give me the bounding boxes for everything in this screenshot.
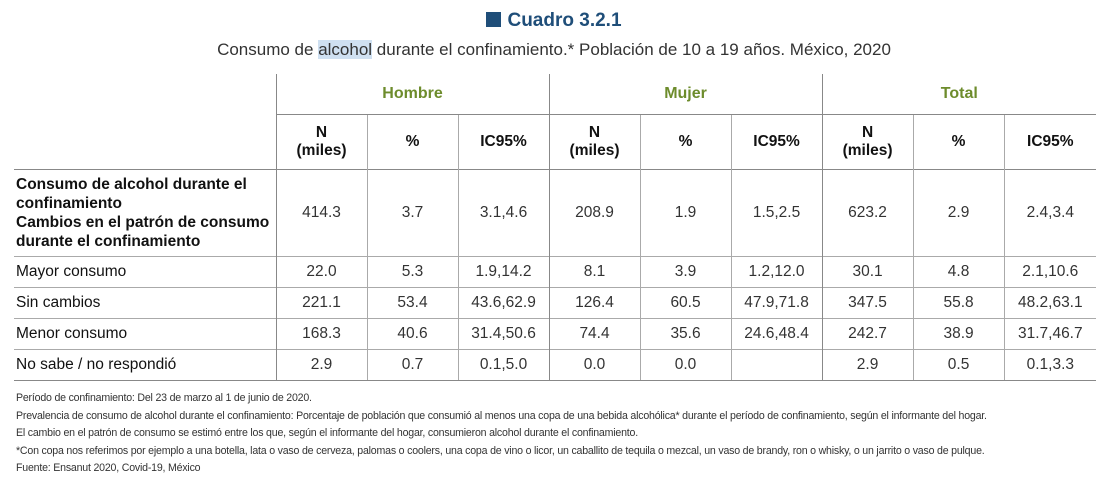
footnote: Prevalencia de consumo de alcohol durant… xyxy=(16,409,987,422)
cell-value: 2.4,3.4 xyxy=(1003,169,1097,257)
row-label: No sabe / no respondió xyxy=(14,349,276,381)
cell-value: 35.6 xyxy=(639,318,732,350)
cell-value: 242.7 xyxy=(821,318,914,350)
cell-value: 0.7 xyxy=(366,349,458,381)
cell-value: 1.9,14.2 xyxy=(457,256,550,288)
cell-value: 30.1 xyxy=(821,256,914,288)
col-header-n-line2: (miles) xyxy=(842,142,893,159)
group-header-hombre: Hombre xyxy=(275,74,550,115)
row-label-line: Consumo de alcohol durante el xyxy=(16,176,247,193)
col-header-n-line1: N xyxy=(588,124,601,141)
col-header-n: N (miles) xyxy=(821,114,914,170)
col-header-ic: IC95% xyxy=(730,114,823,170)
cell-value: 60.5 xyxy=(639,287,732,319)
cell-value: 3.1,4.6 xyxy=(457,169,550,257)
corner-cell-2 xyxy=(14,115,276,170)
cell-value: 2.9 xyxy=(912,169,1005,257)
row-label-line: Cambios en el patrón de consumo xyxy=(16,214,270,231)
col-header-n-line2: (miles) xyxy=(296,142,347,159)
cell-value: 74.4 xyxy=(548,318,641,350)
col-header-pct: % xyxy=(366,114,458,170)
col-header-pct: % xyxy=(639,114,732,170)
subtitle-start: Consumo de xyxy=(217,40,319,59)
col-header-pct: % xyxy=(912,114,1005,170)
cell-value: 4.8 xyxy=(912,256,1005,288)
row-label: Menor consumo xyxy=(14,318,276,350)
footnotes: Período de confinamiento: Del 23 de marz… xyxy=(16,390,1101,478)
table-subtitle: Consumo de alcohol durante el confinamie… xyxy=(0,40,1108,60)
table-row: Mayor consumo 22.0 5.3 1.9,14.2 8.1 3.9 … xyxy=(14,256,1097,288)
cell-value: 48.2,63.1 xyxy=(1003,287,1097,319)
cell-value: 0.0 xyxy=(548,349,641,381)
table-row: Consumo de alcohol durante el confinamie… xyxy=(14,169,1097,257)
col-header-n-line1: N xyxy=(315,124,328,141)
source-note: Fuente: Ensanut 2020, Covid-19, México xyxy=(16,462,201,474)
col-header-n: N (miles) xyxy=(275,114,367,170)
cell-value: 43.6,62.9 xyxy=(457,287,550,319)
cell-value: 38.9 xyxy=(912,318,1005,350)
cell-value: 22.0 xyxy=(275,256,367,288)
cell-value: 0.0 xyxy=(639,349,732,381)
cell-value: 1.9 xyxy=(639,169,732,257)
table-row: No sabe / no respondió 2.9 0.7 0.1,5.0 0… xyxy=(14,349,1097,381)
cell-value: 0.1,3.3 xyxy=(1003,349,1097,381)
footnote: El cambio en el patrón de consumo se est… xyxy=(16,427,638,439)
cell-value: 347.5 xyxy=(821,287,914,319)
row-label: Consumo de alcohol durante el confinamie… xyxy=(14,169,276,257)
table-title-text: Cuadro 3.2.1 xyxy=(507,10,622,31)
table-row: Menor consumo 168.3 40.6 31.4,50.6 74.4 … xyxy=(14,318,1097,350)
cell-value: 414.3 xyxy=(275,169,367,257)
column-header-row: N (miles) % IC95% N (miles) % IC95% N (mile… xyxy=(14,114,1097,170)
cell-value: 2.9 xyxy=(821,349,914,381)
cell-value: 1.2,12.0 xyxy=(730,256,823,288)
col-header-ic: IC95% xyxy=(457,114,550,170)
cell-value: 40.6 xyxy=(366,318,458,350)
cell-value: 2.1,10.6 xyxy=(1003,256,1097,288)
cell-value: 0.5 xyxy=(912,349,1005,381)
subtitle-highlight: alcohol xyxy=(318,40,373,59)
group-header-mujer: Mujer xyxy=(548,74,823,115)
cell-value: 3.7 xyxy=(366,169,458,257)
row-label-line: durante el confinamiento xyxy=(16,233,201,250)
cell-value: 208.9 xyxy=(548,169,641,257)
cell-value: 53.4 xyxy=(366,287,458,319)
col-header-n-line1: N xyxy=(861,124,874,141)
footnote: *Con copa nos referimos por ejemplo a un… xyxy=(16,444,985,457)
col-header-ic: IC95% xyxy=(1003,114,1097,170)
cell-value: 0.1,5.0 xyxy=(457,349,550,381)
cell-value: 1.5,2.5 xyxy=(730,169,823,257)
cell-value: 31.7,46.7 xyxy=(1003,318,1097,350)
row-label: Mayor consumo xyxy=(14,256,276,288)
cell-value: 31.4,50.6 xyxy=(457,318,550,350)
cell-value: 221.1 xyxy=(275,287,367,319)
cell-value: 168.3 xyxy=(275,318,367,350)
col-header-n-line2: (miles) xyxy=(569,142,620,159)
row-label: Sin cambios xyxy=(14,287,276,319)
square-bullet-icon xyxy=(486,12,502,27)
data-table: Hombre Mujer Total N (miles) % IC95% N (mi… xyxy=(14,74,1097,381)
footnote: Período de confinamiento: Del 23 de marz… xyxy=(16,392,312,404)
subtitle-end: durante el confinamiento.* Población de … xyxy=(372,40,891,59)
cell-value: 2.9 xyxy=(275,349,367,381)
cell-value xyxy=(730,349,823,381)
table-row: Sin cambios 221.1 53.4 43.6,62.9 126.4 6… xyxy=(14,287,1097,319)
group-header-total: Total xyxy=(821,74,1097,115)
cell-value: 126.4 xyxy=(548,287,641,319)
group-header-row: Hombre Mujer Total xyxy=(14,74,1097,115)
corner-cell xyxy=(14,74,276,115)
cell-value: 24.6,48.4 xyxy=(730,318,823,350)
col-header-n: N (miles) xyxy=(548,114,641,170)
cell-value: 47.9,71.8 xyxy=(730,287,823,319)
row-label-line: confinamiento xyxy=(16,195,122,212)
table-title: Cuadro 3.2.1 xyxy=(0,10,1108,32)
cell-value: 3.9 xyxy=(639,256,732,288)
cell-value: 5.3 xyxy=(366,256,458,288)
cell-value: 623.2 xyxy=(821,169,914,257)
cell-value: 55.8 xyxy=(912,287,1005,319)
cell-value: 8.1 xyxy=(548,256,641,288)
